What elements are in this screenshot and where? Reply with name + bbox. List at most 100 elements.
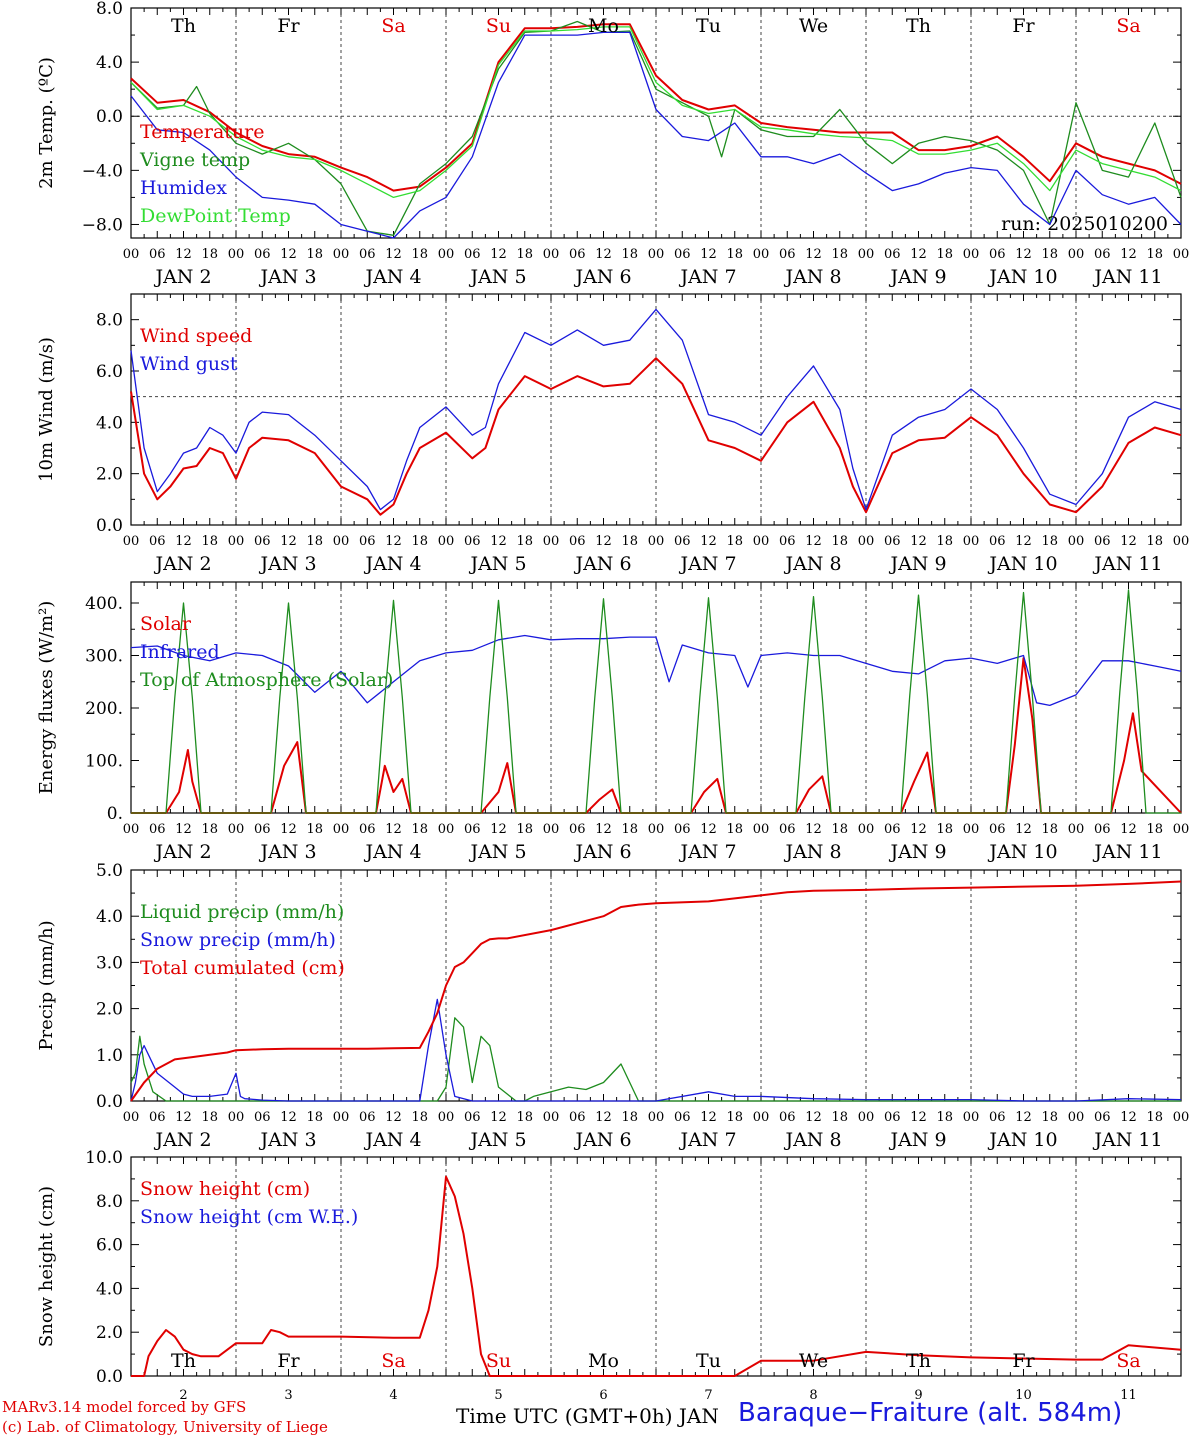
hour-tick-label: 12	[1015, 247, 1032, 262]
date-label: JAN 8	[783, 553, 841, 575]
hour-tick-label: 12	[490, 247, 507, 262]
date-label: JAN 10	[987, 841, 1057, 863]
hour-tick-label: 18	[516, 534, 533, 549]
date-label: JAN 5	[468, 841, 526, 863]
hour-tick-label: 00	[228, 247, 245, 262]
date-label: JAN 2	[153, 841, 211, 863]
weekday-label: Fr	[1012, 15, 1035, 37]
series-line-temperature	[130, 23, 1182, 192]
hour-tick-label: 18	[1041, 1110, 1058, 1125]
hour-tick-label: 00	[543, 534, 560, 549]
legend-entry: Total cumulated (cm)	[140, 957, 345, 979]
series-group	[131, 1175, 1182, 1377]
hour-tick-label: 06	[464, 1110, 481, 1125]
hour-tick-label: 00	[438, 247, 455, 262]
hour-tick-label: 18	[306, 1110, 323, 1125]
legend-entry: Temperature	[140, 121, 264, 143]
hour-tick-label: 00	[543, 1110, 560, 1125]
hour-tick-label: 00	[333, 247, 350, 262]
date-label: JAN 11	[1092, 1129, 1162, 1151]
hour-tick-label: 00	[753, 1110, 770, 1125]
weekday-label: Th	[906, 1350, 931, 1372]
lab-credit: (c) Lab. of Climatology, University of L…	[2, 1418, 328, 1436]
date-label: JAN 6	[573, 1129, 631, 1151]
hour-tick-label: 00	[1068, 1110, 1085, 1125]
hour-tick-label: 12	[910, 534, 927, 549]
series-line-vigne-temp	[130, 20, 1182, 236]
hour-tick-label: 12	[1015, 822, 1032, 837]
hour-tick-label: 06	[569, 534, 586, 549]
hour-tick-label: 06	[149, 822, 166, 837]
hour-tick-label: 06	[254, 1110, 271, 1125]
hour-tick-label: 18	[201, 822, 218, 837]
hour-tick-label: 00	[858, 1110, 875, 1125]
series-line-infrared	[130, 634, 1182, 707]
hour-tick-label: 06	[569, 247, 586, 262]
hour-tick-label: 18	[831, 247, 848, 262]
hour-tick-label: 06	[884, 822, 901, 837]
legend-entry: Infrared	[140, 641, 220, 663]
date-label: JAN 8	[783, 1129, 841, 1151]
day-number-label: 11	[1120, 1388, 1137, 1403]
y-tick-label: 3.0	[96, 953, 123, 973]
date-label: JAN 9	[888, 553, 946, 575]
hour-tick-label: 18	[1146, 247, 1163, 262]
y-axis-label: Snow height (cm)	[36, 1186, 57, 1347]
date-label: JAN 4	[363, 553, 421, 575]
hour-tick-label: 12	[175, 247, 192, 262]
hour-tick-label: 18	[306, 247, 323, 262]
hour-tick-label: 00	[858, 534, 875, 549]
hour-tick-label: 18	[516, 247, 533, 262]
hour-tick-label: 00	[648, 822, 665, 837]
hour-tick-label: 12	[910, 822, 927, 837]
hour-tick-label: 06	[254, 534, 271, 549]
hour-tick-label: 06	[359, 1110, 376, 1125]
series-line-wind-gust	[130, 308, 1182, 511]
date-label: JAN 6	[573, 841, 631, 863]
legend-entry: Vigne temp	[139, 149, 250, 171]
hour-tick-label: 18	[516, 1110, 533, 1125]
date-label: JAN 3	[258, 553, 316, 575]
panel-3: 0. 100. 200. 300. 400. Energy fluxes (W/m²) So…	[36, 581, 1190, 863]
y-tick-label: 4.0	[96, 907, 123, 927]
weekday-label: We	[799, 15, 828, 37]
legend-entry: Humidex	[140, 177, 227, 199]
hour-tick-label: 00	[648, 534, 665, 549]
hour-tick-label: 06	[149, 247, 166, 262]
panel-2: 0.0 2.0 4.0 6.0 8.0 10m Wind (m/s) Wind speed W…	[36, 293, 1189, 575]
hour-tick-label: 12	[595, 1110, 612, 1125]
hour-tick-label: 06	[149, 534, 166, 549]
legend-entry: Snow height (cm W.E.)	[140, 1206, 358, 1228]
hour-tick-label: 00	[123, 534, 140, 549]
hour-tick-label: 18	[201, 1110, 218, 1125]
legend-entry: DewPoint Temp	[140, 205, 291, 227]
hour-tick-label: 00	[753, 822, 770, 837]
series-line-dewpoint-temp	[130, 26, 1182, 199]
hour-tick-label: 06	[989, 822, 1006, 837]
hour-tick-label: 12	[490, 534, 507, 549]
hour-tick-label: 00	[1173, 822, 1190, 837]
hour-tick-label: 00	[963, 534, 980, 549]
hour-tick-label: 00	[123, 1110, 140, 1125]
hour-tick-label: 12	[1120, 1110, 1137, 1125]
y-tick-label: 8.0	[96, 0, 123, 19]
series-group	[130, 308, 1182, 516]
hour-tick-label: 18	[726, 1110, 743, 1125]
series-group	[130, 20, 1182, 239]
date-label: JAN 3	[258, 1129, 316, 1151]
weekday-label: Fr	[277, 1350, 300, 1372]
hour-tick-label: 18	[726, 534, 743, 549]
legend-entry: Solar	[140, 613, 192, 635]
weekday-label: Th	[906, 15, 931, 37]
y-tick-label: 4.0	[96, 1279, 123, 1299]
hour-tick-label: 18	[1041, 534, 1058, 549]
y-tick-label: 200.	[85, 699, 123, 719]
hour-tick-label: 18	[201, 247, 218, 262]
date-label: JAN 6	[573, 266, 631, 288]
hour-tick-label: 00	[858, 822, 875, 837]
hour-tick-label: 00	[858, 247, 875, 262]
hour-tick-label: 00	[228, 822, 245, 837]
hour-tick-label: 06	[359, 822, 376, 837]
hour-tick-label: 12	[805, 1110, 822, 1125]
hour-tick-label: 18	[621, 247, 638, 262]
